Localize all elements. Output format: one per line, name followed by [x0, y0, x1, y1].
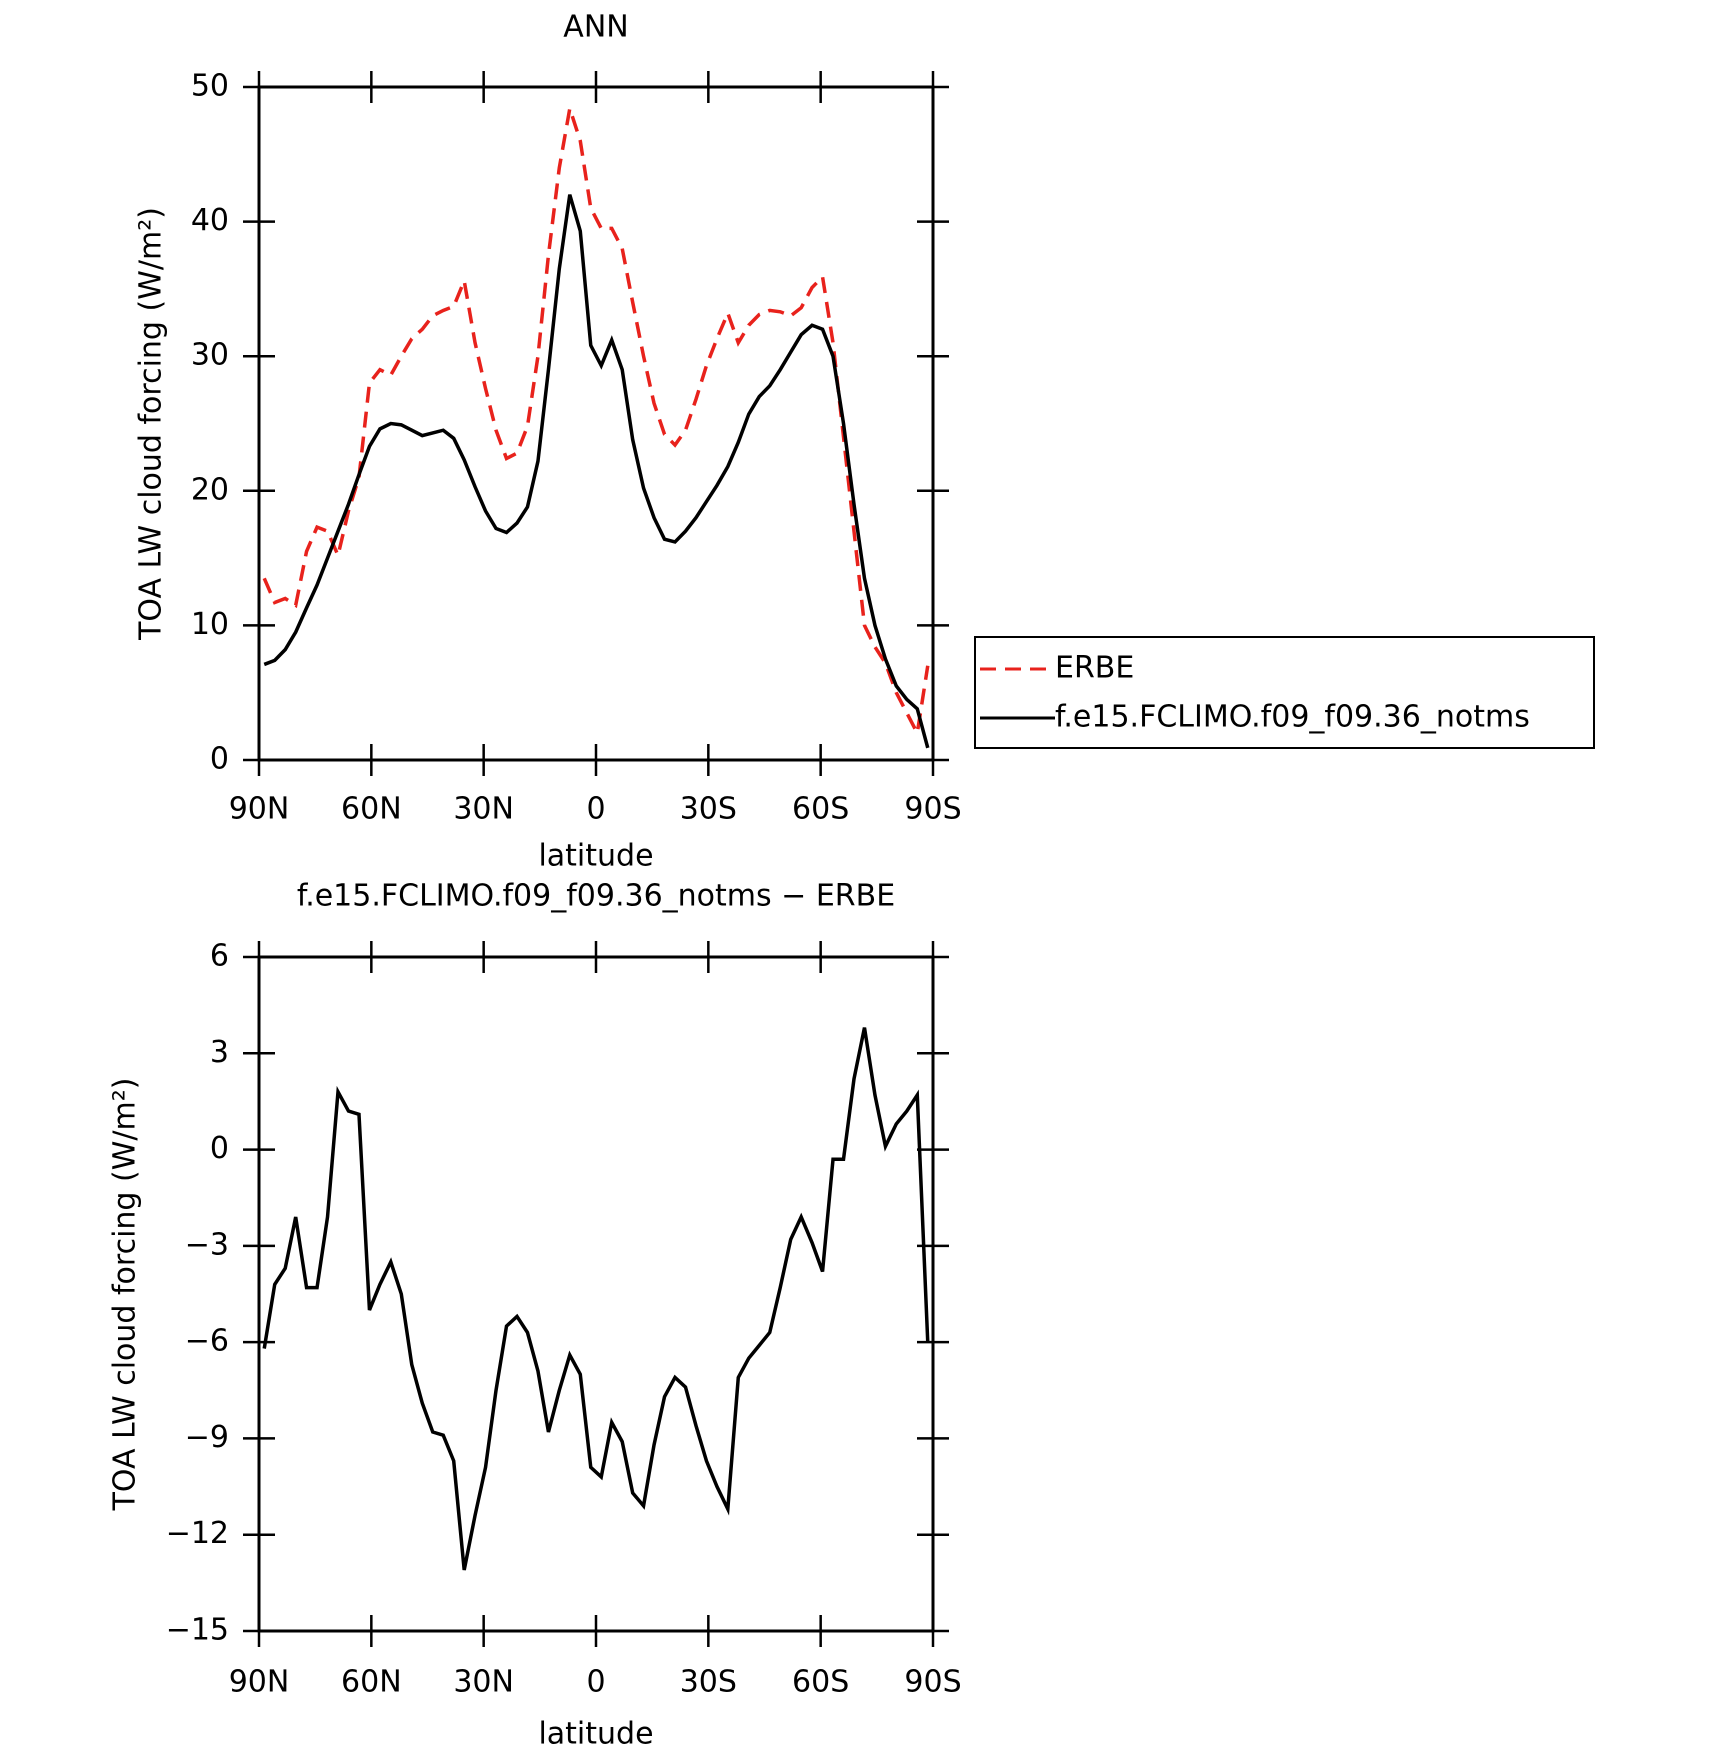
data-line — [262, 107, 930, 739]
y-tick-label: 0 — [210, 742, 229, 777]
x-tick-label: 60N — [341, 792, 402, 827]
y-tick-label: −12 — [166, 1516, 229, 1551]
x-tick-label: 30S — [680, 1665, 737, 1700]
y-tick-label: −6 — [185, 1324, 229, 1359]
x-tick-label: 0 — [586, 792, 605, 827]
y-tick-label: −9 — [185, 1420, 229, 1455]
x-tick-label: 30S — [680, 792, 737, 827]
x-tick-label: 60N — [341, 1665, 402, 1700]
x-tick-label: 90N — [229, 792, 290, 827]
x-tick-label: 90S — [904, 1665, 961, 1700]
chart-title: ANN — [563, 10, 628, 45]
y-tick-label: 30 — [191, 338, 229, 373]
y-tick-label: −15 — [166, 1613, 229, 1648]
x-axis-label: latitude — [538, 1717, 653, 1752]
x-tick-label: 90S — [904, 792, 961, 827]
x-tick-label: 30N — [453, 1665, 514, 1700]
y-axis-label: TOA LW cloud forcing (W/m²) — [134, 207, 169, 641]
x-axis-label: latitude — [538, 839, 653, 874]
x-tick-label: 30N — [453, 792, 514, 827]
plot-frame — [257, 85, 935, 762]
y-tick-label: 40 — [191, 203, 229, 238]
x-tick-label: 0 — [586, 1665, 605, 1700]
legend-label: ERBE — [1055, 651, 1134, 686]
legend-box — [974, 636, 1595, 749]
y-tick-label: 3 — [210, 1035, 229, 1070]
y-tick-label: 6 — [210, 939, 229, 974]
x-tick-label: 90N — [229, 1665, 290, 1700]
chart-title: f.e15.FCLIMO.f09_f09.36_notms − ERBE — [297, 879, 895, 914]
data-line — [262, 1027, 930, 1571]
legend-label: f.e15.FCLIMO.f09_f09.36_notms — [1055, 700, 1530, 735]
y-tick-label: 50 — [191, 69, 229, 104]
y-tick-label: 10 — [191, 607, 229, 642]
y-tick-label: 0 — [210, 1131, 229, 1166]
y-tick-label: −3 — [185, 1227, 229, 1262]
data-line — [263, 194, 930, 749]
y-axis-label: TOA LW cloud forcing (W/m²) — [108, 1078, 143, 1512]
plot-frame — [257, 955, 935, 1633]
x-tick-label: 60S — [792, 1665, 849, 1700]
x-tick-label: 60S — [792, 792, 849, 827]
y-tick-label: 20 — [191, 472, 229, 507]
